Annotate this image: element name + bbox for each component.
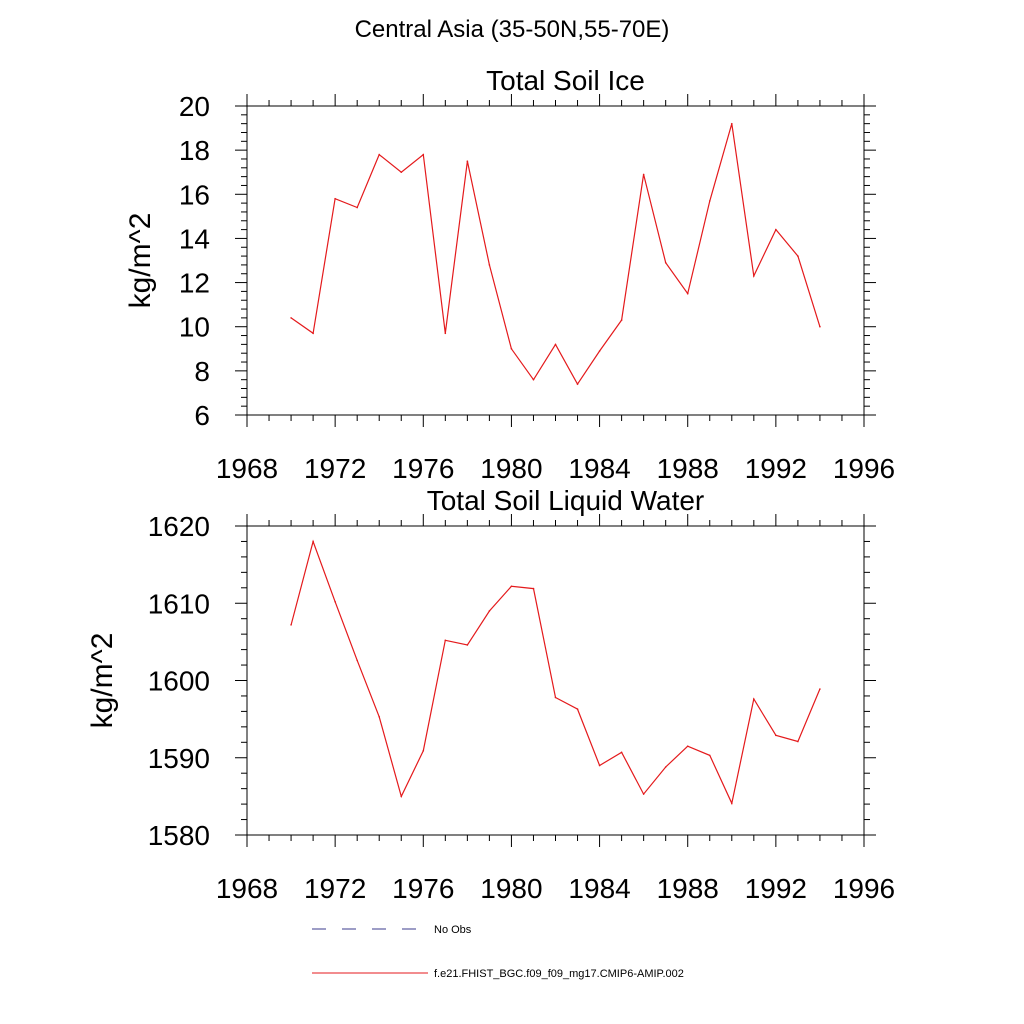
y-tick-label: 12 bbox=[179, 268, 210, 299]
y-tick-label: 1600 bbox=[148, 666, 210, 697]
data-point bbox=[620, 751, 623, 754]
data-point bbox=[400, 795, 403, 798]
data-point bbox=[532, 378, 535, 381]
data-point bbox=[312, 332, 314, 335]
plot-frame bbox=[246, 525, 865, 836]
data-point bbox=[775, 734, 777, 737]
x-tick-label: 1976 bbox=[392, 873, 454, 904]
data-point bbox=[576, 383, 579, 385]
x-tick-label: 1972 bbox=[304, 873, 366, 904]
data-point bbox=[730, 122, 733, 125]
x-tick-label: 1976 bbox=[392, 453, 454, 484]
data-point bbox=[400, 171, 403, 174]
data-point bbox=[819, 688, 821, 690]
y-tick-label: 10 bbox=[179, 312, 210, 343]
data-point bbox=[775, 228, 777, 231]
data-point bbox=[797, 740, 799, 743]
chart-panel-total-soil-liquid-water: Total Soil Liquid Water kg/m^2 1968 1972 197… bbox=[86, 485, 895, 904]
data-point bbox=[554, 343, 557, 346]
data-point bbox=[510, 585, 513, 588]
y-tick-label: 6 bbox=[194, 400, 210, 431]
x-tick-label: 1992 bbox=[745, 873, 807, 904]
data-point bbox=[620, 319, 623, 321]
data-point bbox=[290, 317, 292, 319]
data-point bbox=[708, 200, 711, 202]
data-point bbox=[753, 275, 755, 277]
data-point bbox=[422, 749, 425, 752]
chart-title: Total Soil Ice bbox=[486, 65, 645, 96]
data-point bbox=[664, 766, 667, 768]
data-point bbox=[576, 708, 579, 710]
x-tick-label: 1968 bbox=[216, 453, 278, 484]
data-point bbox=[378, 716, 381, 718]
data-point bbox=[488, 264, 491, 266]
data-point bbox=[819, 325, 821, 328]
y-tick-label: 1610 bbox=[148, 588, 210, 619]
plot-frame bbox=[246, 105, 865, 416]
x-tick-label: 1968 bbox=[216, 873, 278, 904]
data-point bbox=[554, 696, 557, 699]
data-point bbox=[312, 540, 314, 543]
series-line bbox=[290, 539, 821, 806]
y-tick-label: 1580 bbox=[148, 820, 210, 851]
y-tick-label: 8 bbox=[194, 356, 210, 387]
y-axis-label: kg/m^2 bbox=[124, 213, 157, 309]
data-point bbox=[598, 764, 601, 767]
data-point bbox=[730, 802, 733, 805]
y-tick-label: 14 bbox=[179, 223, 210, 254]
x-tick-label: 1984 bbox=[568, 873, 630, 904]
y-tick-label: 1590 bbox=[148, 743, 210, 774]
data-point bbox=[708, 754, 711, 757]
legend-label-no-obs: No Obs bbox=[434, 924, 472, 936]
data-point bbox=[797, 255, 799, 257]
chart-title: Total Soil Liquid Water bbox=[427, 485, 705, 516]
data-point bbox=[753, 698, 755, 700]
data-point bbox=[686, 292, 689, 295]
x-tick-label: 1984 bbox=[568, 453, 630, 484]
data-point bbox=[356, 206, 358, 209]
data-point bbox=[598, 350, 601, 352]
data-point bbox=[488, 610, 491, 612]
data-point bbox=[466, 160, 469, 162]
data-point bbox=[444, 639, 447, 642]
data-point bbox=[664, 261, 667, 264]
data-point bbox=[334, 600, 336, 603]
data-point bbox=[422, 153, 425, 156]
y-tick-label: 1620 bbox=[148, 511, 210, 542]
data-point bbox=[444, 332, 447, 335]
data-point bbox=[466, 644, 469, 646]
data-point bbox=[510, 347, 513, 350]
x-tick-label: 1980 bbox=[480, 453, 542, 484]
x-tick-label: 1996 bbox=[833, 873, 895, 904]
legend-label-model: f.e21.FHIST_BGC.f09_f09_mg17.CMIP6-AMIP.… bbox=[434, 968, 684, 980]
y-tick-label: 16 bbox=[179, 179, 210, 210]
x-tick-label: 1996 bbox=[833, 453, 895, 484]
x-tick-label: 1972 bbox=[304, 453, 366, 484]
data-point bbox=[290, 624, 292, 626]
data-point bbox=[532, 587, 535, 590]
data-point bbox=[642, 173, 645, 176]
chart-panel-total-soil-ice: Total Soil Ice kg/m^2 1968 1972 1976 1980 1984… bbox=[124, 65, 895, 484]
x-tick-label: 1980 bbox=[480, 873, 542, 904]
x-tick-label: 1988 bbox=[657, 873, 719, 904]
data-point bbox=[378, 153, 381, 156]
y-tick-label: 18 bbox=[179, 135, 210, 166]
data-point bbox=[642, 793, 645, 795]
x-tick-label: 1988 bbox=[657, 453, 719, 484]
data-point bbox=[334, 197, 336, 200]
data-point bbox=[686, 745, 689, 747]
y-tick-label: 20 bbox=[179, 91, 210, 122]
x-tick-label: 1992 bbox=[745, 453, 807, 484]
legend: No Obs f.e21.FHIST_BGC.f09_f09_mg17.CMIP… bbox=[312, 924, 684, 980]
data-point bbox=[356, 659, 358, 662]
y-axis-label: kg/m^2 bbox=[86, 633, 119, 729]
page-title: Central Asia (35-50N,55-70E) bbox=[354, 16, 670, 43]
